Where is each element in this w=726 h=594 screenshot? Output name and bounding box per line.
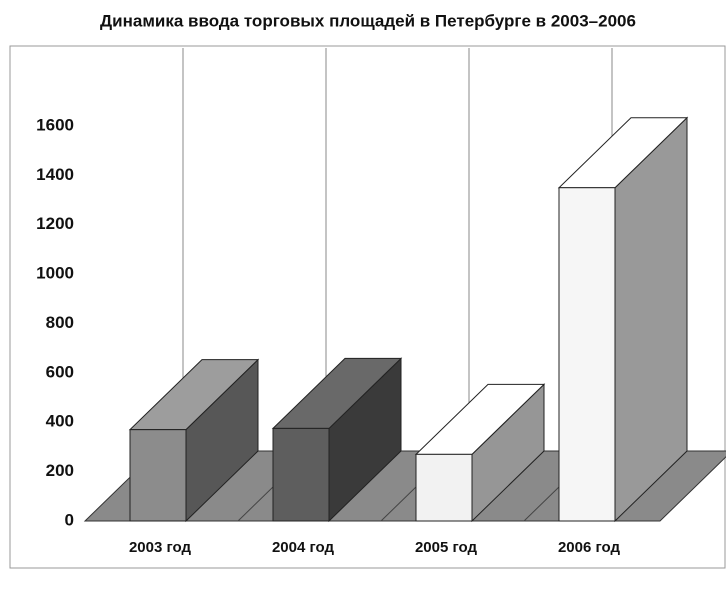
chart-title: Динамика ввода торговых площадей в Петер… <box>100 11 636 30</box>
y-tick-label: 1200 <box>36 214 74 233</box>
plot-frame <box>9 45 726 569</box>
y-tick-label: 600 <box>46 362 74 381</box>
x-tick-label: 2004 год <box>272 539 335 556</box>
y-tick-label: 400 <box>46 412 74 431</box>
bar <box>415 453 473 522</box>
bar <box>558 187 616 522</box>
y-tick-label: 800 <box>46 313 74 332</box>
y-tick-label: 200 <box>46 461 74 480</box>
x-tick-label: 2006 год <box>558 539 621 556</box>
y-tick-label: 1600 <box>36 115 74 134</box>
bar <box>129 429 187 522</box>
x-tick-label: 2005 год <box>415 539 478 556</box>
x-tick-label: 2003 год <box>129 539 192 556</box>
y-tick-label: 0 <box>65 510 74 529</box>
y-tick-label: 1400 <box>36 165 74 184</box>
bar-side <box>614 116 688 523</box>
y-tick-label: 1000 <box>36 264 74 283</box>
bar <box>272 427 330 522</box>
